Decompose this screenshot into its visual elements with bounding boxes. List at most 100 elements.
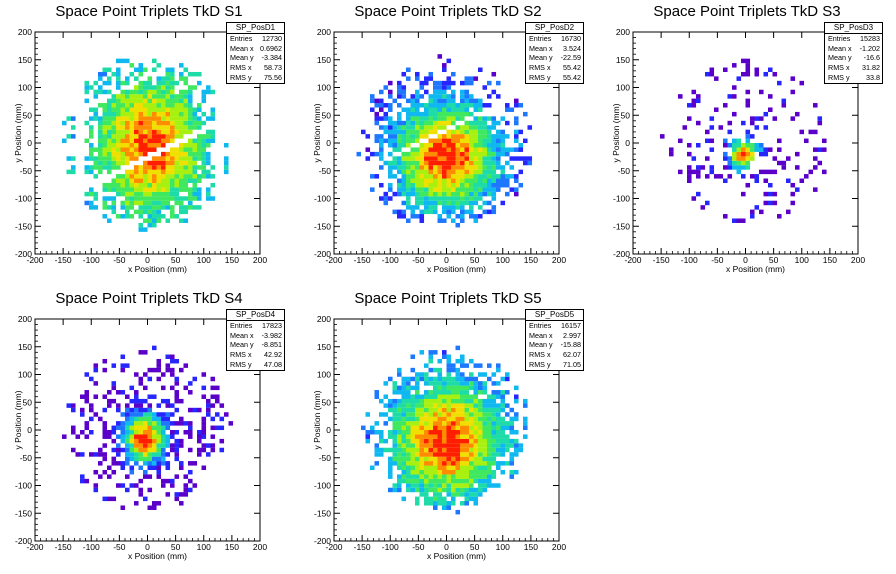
heatmap-cell bbox=[424, 129, 429, 135]
heatmap-cell bbox=[433, 496, 438, 502]
heatmap-cell bbox=[152, 456, 157, 462]
heatmap-cell bbox=[437, 107, 443, 112]
heatmap-cell bbox=[156, 200, 162, 206]
heatmap-cell bbox=[446, 191, 452, 197]
heatmap-cell bbox=[183, 421, 189, 426]
heatmap-cell bbox=[455, 452, 461, 457]
heatmap-cell bbox=[505, 182, 510, 188]
heatmap-cell bbox=[179, 205, 184, 210]
heatmap-cell bbox=[487, 151, 492, 157]
heatmap-cell bbox=[116, 107, 121, 112]
heatmap-cell bbox=[496, 465, 501, 471]
heatmap-cell bbox=[410, 111, 416, 117]
heatmap-cell bbox=[125, 447, 130, 453]
y-tick-label: -150 bbox=[613, 221, 630, 231]
stats-value: 71.05 bbox=[563, 359, 581, 369]
heatmap-cell bbox=[125, 200, 130, 206]
heatmap-cell bbox=[478, 421, 483, 426]
heatmap-cell bbox=[451, 178, 456, 184]
heatmap-cell bbox=[388, 407, 393, 413]
heatmap-cell bbox=[174, 390, 180, 395]
heatmap-cell bbox=[469, 94, 474, 99]
heatmap-cell bbox=[147, 434, 153, 439]
heatmap-cell bbox=[451, 182, 456, 188]
heatmap-cell bbox=[487, 182, 492, 188]
heatmap-cell bbox=[161, 80, 166, 86]
heatmap-cell bbox=[125, 111, 130, 117]
heatmap-cell bbox=[161, 398, 166, 404]
heatmap-cell bbox=[210, 134, 216, 139]
heatmap-cell bbox=[419, 372, 425, 377]
heatmap-cell bbox=[736, 147, 742, 152]
heatmap-cell bbox=[419, 452, 425, 457]
heatmap-cell bbox=[469, 143, 474, 148]
heatmap-cell bbox=[442, 430, 447, 435]
heatmap-cell bbox=[388, 456, 393, 462]
heatmap-cell bbox=[392, 487, 398, 493]
heatmap-cell bbox=[482, 452, 488, 457]
heatmap-cell bbox=[98, 447, 103, 453]
heatmap-cell bbox=[192, 71, 198, 77]
heatmap-cell bbox=[460, 160, 465, 166]
heatmap-cell bbox=[397, 103, 402, 108]
heatmap-cell bbox=[451, 385, 456, 391]
heatmap-cell bbox=[469, 487, 474, 493]
heatmap-cell bbox=[424, 394, 429, 399]
heatmap-cell bbox=[111, 381, 117, 386]
heatmap-cell bbox=[460, 178, 465, 184]
heatmap-cell bbox=[197, 447, 202, 453]
heatmap-cell bbox=[138, 169, 144, 175]
heatmap-cell bbox=[446, 421, 452, 426]
heatmap-cell bbox=[496, 182, 501, 188]
heatmap-cell bbox=[496, 452, 501, 457]
heatmap-cell bbox=[174, 496, 180, 502]
heatmap-cell bbox=[741, 120, 746, 126]
heatmap-cell bbox=[442, 134, 447, 139]
heatmap-cell bbox=[464, 76, 470, 81]
heatmap-cell bbox=[98, 416, 103, 422]
heatmap-cell bbox=[437, 94, 443, 99]
heatmap-cell bbox=[161, 111, 166, 117]
heatmap-cell bbox=[433, 430, 438, 435]
heatmap-cell bbox=[165, 182, 171, 188]
heatmap-cell bbox=[473, 138, 479, 144]
heatmap-cell bbox=[89, 376, 94, 382]
heatmap-cell bbox=[469, 447, 474, 453]
x-tick-label: 0 bbox=[145, 255, 150, 265]
heatmap-cell bbox=[446, 98, 452, 104]
heatmap-cell bbox=[455, 469, 461, 475]
heatmap-cell bbox=[120, 505, 126, 510]
stats-row-entries: Entries 16157 bbox=[526, 321, 583, 331]
heatmap-cell bbox=[491, 116, 497, 121]
heatmap-cell bbox=[487, 187, 492, 192]
heatmap-cell bbox=[478, 492, 483, 497]
heatmap-cell bbox=[383, 438, 389, 444]
heatmap-cell bbox=[442, 187, 447, 192]
heatmap-cell bbox=[125, 452, 130, 457]
heatmap-cell bbox=[116, 461, 121, 466]
heatmap-cell bbox=[138, 398, 144, 404]
heatmap-cell bbox=[446, 358, 452, 364]
heatmap-cell bbox=[487, 147, 492, 152]
heatmap-cell bbox=[419, 350, 425, 355]
heatmap-cell bbox=[201, 143, 207, 148]
heatmap-cell bbox=[206, 85, 211, 90]
heatmap-cell bbox=[500, 147, 506, 152]
heatmap-cell bbox=[152, 178, 157, 184]
heatmap-cell bbox=[415, 398, 420, 404]
heatmap-cell bbox=[170, 434, 175, 439]
heatmap-cell bbox=[120, 125, 126, 130]
heatmap-cell bbox=[424, 89, 429, 95]
heatmap-cell bbox=[71, 156, 76, 161]
y-tick-label: 100 bbox=[317, 370, 331, 380]
heatmap-cell bbox=[192, 461, 198, 466]
heatmap-cell bbox=[424, 469, 429, 475]
heatmap-cell bbox=[125, 58, 130, 64]
heatmap-cell bbox=[741, 191, 746, 197]
heatmap-cell bbox=[487, 461, 492, 466]
heatmap-cell bbox=[482, 474, 488, 479]
heatmap-cell bbox=[473, 416, 479, 422]
heatmap-cell bbox=[478, 443, 483, 448]
heatmap-cell bbox=[80, 407, 85, 413]
heatmap-cell bbox=[754, 67, 760, 73]
